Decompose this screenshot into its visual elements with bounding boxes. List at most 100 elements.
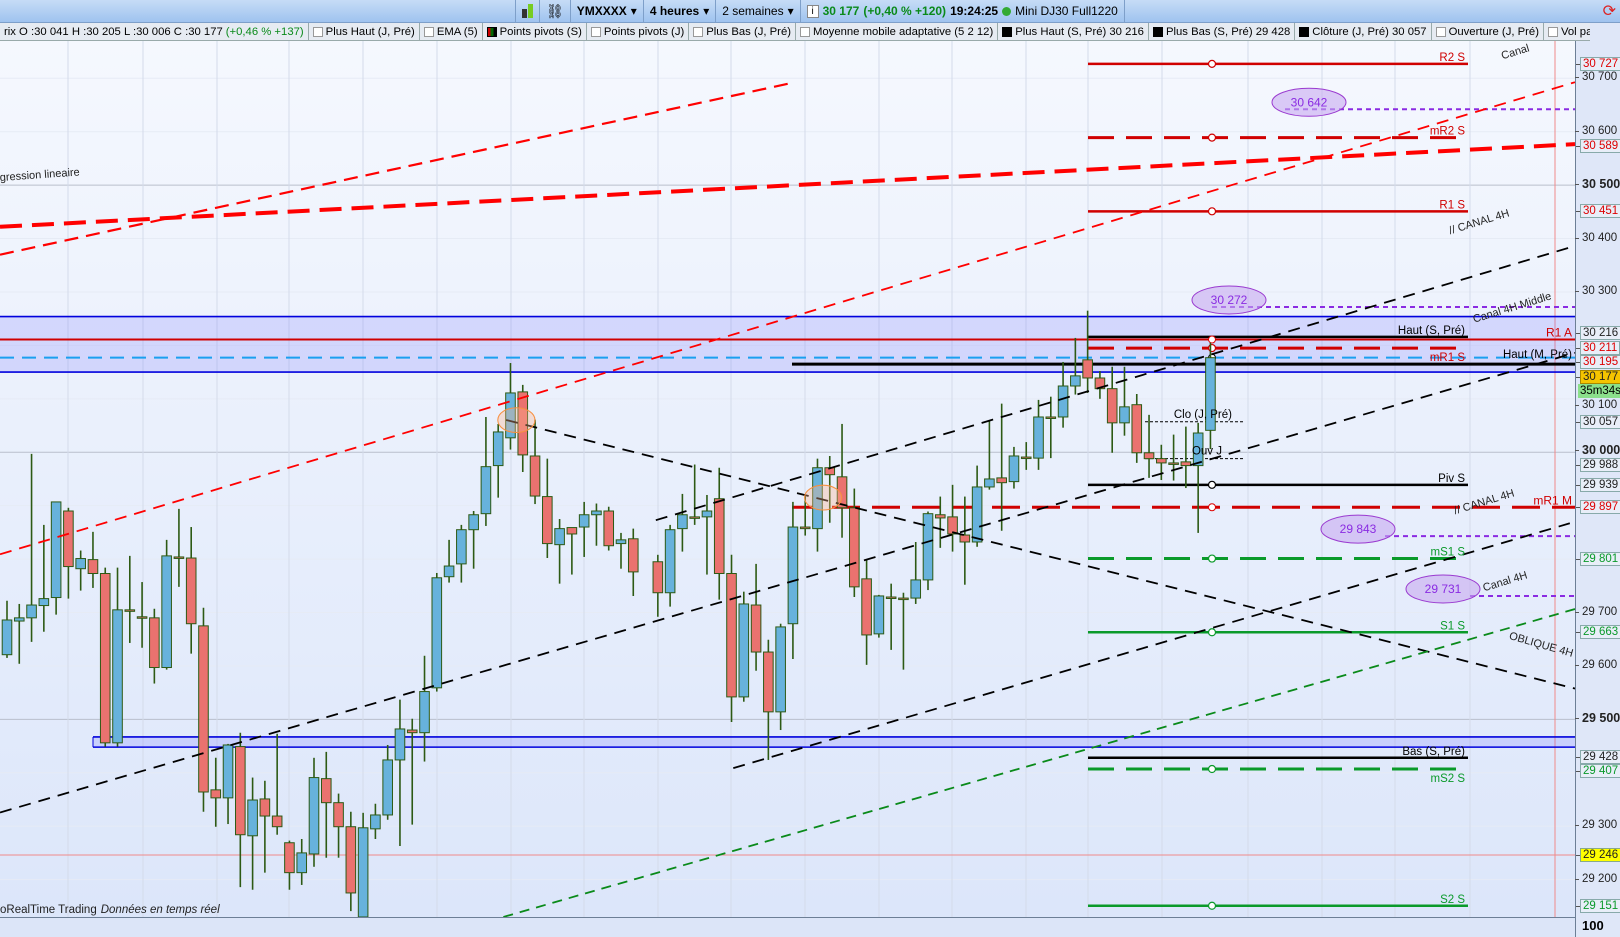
legend-item[interactable]: Plus Haut (S, Pré) 30 216 xyxy=(998,23,1149,40)
checkbox[interactable] xyxy=(423,26,434,37)
checkbox[interactable] xyxy=(799,26,810,37)
link-icon[interactable]: ⛓ xyxy=(546,2,564,19)
last-price: 30 177 xyxy=(822,4,860,18)
legend-item[interactable]: Vol par prix (25) xyxy=(1544,23,1590,40)
candle xyxy=(333,802,344,828)
candle xyxy=(603,510,615,547)
candle xyxy=(701,510,713,518)
legend-item[interactable]: EMA (5) xyxy=(420,23,483,40)
candle xyxy=(726,573,737,698)
candle xyxy=(1168,462,1179,465)
candle xyxy=(382,759,393,816)
candle xyxy=(713,498,725,575)
period-select[interactable]: 2 semaines ▾ xyxy=(715,0,799,23)
checkbox[interactable] xyxy=(486,26,497,37)
timeframe-select[interactable]: 4 heures ▾ xyxy=(642,0,715,23)
checkbox[interactable] xyxy=(1435,26,1446,37)
checkbox[interactable] xyxy=(1152,26,1163,37)
axis-label: 30 500 xyxy=(1574,178,1620,192)
candle xyxy=(50,501,62,599)
candle xyxy=(222,744,234,799)
price-bubble-label: 29 731 xyxy=(1425,582,1462,596)
volume-axis-label: 100 xyxy=(1582,918,1604,933)
price-bubble xyxy=(1191,285,1267,315)
axis-label: 29 897 xyxy=(1575,500,1620,515)
candle xyxy=(996,477,1007,484)
candle xyxy=(320,778,332,804)
indicator-legend: rix O :30 041 H :30 205 L :30 006 C :30 … xyxy=(0,23,1590,41)
axis-label: 30 000 xyxy=(1574,443,1620,458)
candle xyxy=(615,539,627,545)
price-bubble xyxy=(1405,574,1481,604)
candle xyxy=(738,603,750,698)
candle xyxy=(750,604,762,653)
candle xyxy=(984,478,995,488)
legend-item[interactable]: Points pivots (S) xyxy=(483,23,587,40)
axis-label: 30 400 xyxy=(1574,231,1618,244)
chevron-down-icon: ▾ xyxy=(630,4,637,18)
level-marker xyxy=(1207,554,1217,563)
checkbox[interactable] xyxy=(1547,26,1558,37)
checkbox[interactable] xyxy=(1299,26,1310,37)
candle xyxy=(308,777,320,855)
candle xyxy=(1192,432,1204,467)
legend-item[interactable]: Ouverture (J, Pré) xyxy=(1432,23,1544,40)
candle xyxy=(1205,357,1216,431)
legend-item[interactable]: Moyenne mobile adaptative (5 2 12) xyxy=(796,23,999,40)
candle xyxy=(284,842,295,874)
pivot-level-label: S1 S xyxy=(1440,620,1465,632)
axis-label: 29 600 xyxy=(1574,658,1618,671)
pivot-level-label: Bas (S, Pré) xyxy=(1402,746,1465,758)
candle xyxy=(1,619,13,656)
trend-oblique xyxy=(506,420,1575,689)
checkbox[interactable] xyxy=(590,26,601,37)
legend-item-label: Plus Bas (S, Pré) 29 428 xyxy=(1165,25,1291,38)
candles-layer xyxy=(1,310,1216,917)
trend-regression-line xyxy=(0,144,1575,227)
clock: 19:24:25 xyxy=(950,4,999,18)
candle xyxy=(1008,455,1020,483)
checkbox[interactable] xyxy=(1002,26,1013,37)
candle xyxy=(406,729,418,734)
candle xyxy=(492,431,504,467)
chevron-down-icon: ▾ xyxy=(703,4,710,18)
candle xyxy=(63,510,74,568)
candle xyxy=(947,516,958,535)
axis-label: 29 200 xyxy=(1574,872,1618,885)
legend-item-label: Moyenne mobile adaptative (5 2 12) xyxy=(812,25,994,38)
data-credit: oRealTime Trading Données en temps réel xyxy=(0,904,220,916)
instrument-name: Mini DJ30 Full1220 xyxy=(1015,4,1118,18)
checkbox[interactable] xyxy=(312,26,323,37)
legend-item[interactable]: Clôture (J, Pré) 30 057 xyxy=(1295,23,1432,40)
candle xyxy=(799,526,811,530)
legend-item[interactable]: Plus Haut (J, Pré) xyxy=(309,23,420,40)
annotations-layer xyxy=(0,59,1575,910)
candle xyxy=(922,513,934,581)
candle xyxy=(468,514,479,531)
refresh-icon[interactable]: ⟳ xyxy=(1602,3,1616,20)
legend-item[interactable]: Plus Bas (S, Pré) 29 428 xyxy=(1149,23,1296,40)
info-icon[interactable]: i xyxy=(806,4,819,18)
symbol-select[interactable]: YMXXXX ▾ xyxy=(569,0,643,23)
candle xyxy=(763,651,774,713)
candle xyxy=(591,510,602,516)
candle xyxy=(370,814,381,830)
legend-item[interactable]: Points pivots (J) xyxy=(587,23,690,40)
candle xyxy=(26,604,37,619)
candle xyxy=(1106,388,1118,424)
axis-label: 29 246 xyxy=(1575,848,1620,863)
axis-label: 30 300 xyxy=(1574,284,1618,297)
price-axis[interactable]: 30 727 30 700 30 600 30 589 30 500 30 451 30 4… xyxy=(1574,41,1620,937)
legend-item-label: Plus Bas (J, Pré) xyxy=(706,25,791,38)
candlestick-icon[interactable] xyxy=(522,4,533,18)
symbol-label: YMXXXX xyxy=(576,4,627,18)
candle-timer: 35m34s xyxy=(1578,384,1620,399)
checkbox[interactable] xyxy=(693,26,704,37)
candle xyxy=(394,728,406,761)
legend-item[interactable]: Plus Bas (J, Pré) xyxy=(689,23,796,40)
candle xyxy=(198,625,209,793)
price-chart[interactable]: R1 A Haut (M, Pré) mR1 M R2 S mR2 S R1 S Haut … xyxy=(0,41,1575,917)
axis-label: 29 500 xyxy=(1574,712,1620,726)
trendline-label: OBLIQUE 4H xyxy=(1508,630,1575,660)
candle xyxy=(1119,406,1130,424)
